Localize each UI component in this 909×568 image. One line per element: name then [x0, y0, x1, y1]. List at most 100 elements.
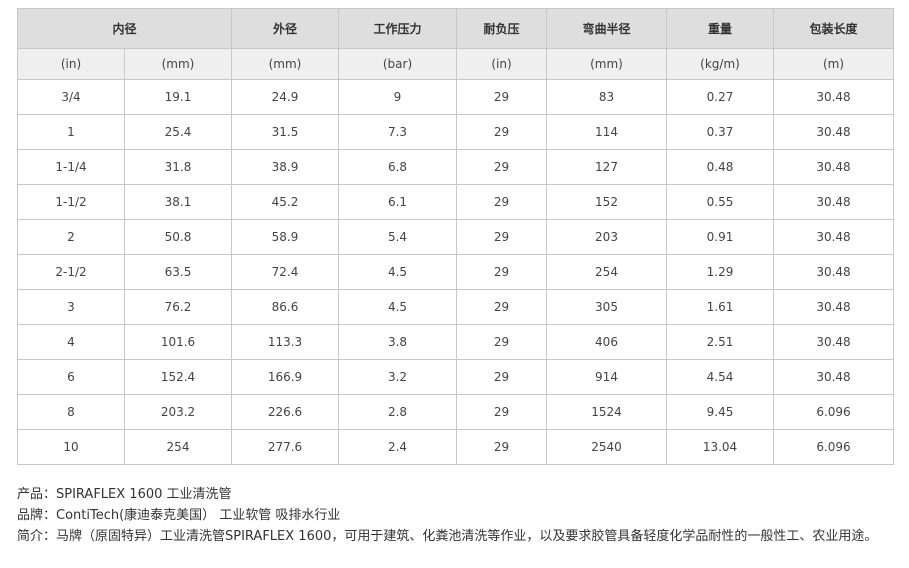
intro-line: 简介：马牌（原固特异）工业清洗管SPIRAFLEX 1600，可用于建筑、化粪池…	[17, 529, 878, 544]
table-cell: 9	[338, 79, 457, 115]
unit-cell: (mm)	[124, 48, 232, 80]
table-cell: 29	[456, 254, 547, 290]
table-cell: 13.04	[666, 429, 774, 465]
unit-cell: (kg/m)	[666, 48, 774, 80]
table-cell: 45.2	[231, 184, 339, 220]
units-row: (in) (mm) (mm) (bar) (in) (mm) (kg/m) (m)	[17, 48, 894, 80]
table-cell: 914	[546, 359, 667, 395]
table-cell: 5.4	[338, 219, 457, 255]
table-cell: 31.5	[231, 114, 339, 150]
table-cell: 406	[546, 324, 667, 360]
table-cell: 4.5	[338, 289, 457, 325]
table-cell: 277.6	[231, 429, 339, 465]
table-cell: 2.4	[338, 429, 457, 465]
table-cell: 3	[17, 289, 125, 325]
unit-cell: (in)	[456, 48, 547, 80]
product-line: 产品：SPIRAFLEX 1600 工业清洗管	[17, 487, 232, 502]
table-cell: 2.8	[338, 394, 457, 430]
table-row: 6 152.4 166.9 3.2 29 914 4.54 30.48	[17, 359, 894, 395]
table-cell: 72.4	[231, 254, 339, 290]
table-cell: 6.8	[338, 149, 457, 185]
table-cell: 29	[456, 79, 547, 115]
header-cell: 重量	[666, 8, 774, 49]
table-cell: 8	[17, 394, 125, 430]
table-cell: 4.5	[338, 254, 457, 290]
header-cell: 弯曲半径	[546, 8, 667, 49]
table-cell: 30.48	[773, 324, 894, 360]
table-cell: 58.9	[231, 219, 339, 255]
table-cell: 29	[456, 394, 547, 430]
table-cell: 305	[546, 289, 667, 325]
spec-table: 内径 外径 工作压力 耐负压 弯曲半径 重量 包装长度 (in) (mm) (mm)…	[17, 8, 894, 465]
table-cell: 86.6	[231, 289, 339, 325]
table-cell: 3/4	[17, 79, 125, 115]
unit-cell: (m)	[773, 48, 894, 80]
table-cell: 1524	[546, 394, 667, 430]
table-cell: 1-1/4	[17, 149, 125, 185]
table-cell: 152.4	[124, 359, 232, 395]
header-cell: 包装长度	[773, 8, 894, 49]
table-cell: 6	[17, 359, 125, 395]
table-cell: 6.1	[338, 184, 457, 220]
table-cell: 38.1	[124, 184, 232, 220]
table-row: 4 101.6 113.3 3.8 29 406 2.51 30.48	[17, 324, 894, 360]
table-cell: 2540	[546, 429, 667, 465]
table-row: 1-1/4 31.8 38.9 6.8 29 127 0.48 30.48	[17, 149, 894, 185]
table-cell: 166.9	[231, 359, 339, 395]
table-cell: 30.48	[773, 114, 894, 150]
table-cell: 30.48	[773, 254, 894, 290]
table-cell: 63.5	[124, 254, 232, 290]
table-cell: 29	[456, 359, 547, 395]
table-cell: 29	[456, 219, 547, 255]
table-cell: 1.29	[666, 254, 774, 290]
table-cell: 1-1/2	[17, 184, 125, 220]
table-cell: 29	[456, 114, 547, 150]
header-cell: 工作压力	[338, 8, 457, 49]
table-cell: 29	[456, 149, 547, 185]
table-cell: 254	[546, 254, 667, 290]
table-cell: 0.91	[666, 219, 774, 255]
table-cell: 1	[17, 114, 125, 150]
table-cell: 76.2	[124, 289, 232, 325]
product-info: 产品：SPIRAFLEX 1600 工业清洗管 品牌：ContiTech(康迪泰…	[17, 484, 897, 547]
table-row: 3/4 19.1 24.9 9 29 83 0.27 30.48	[17, 79, 894, 115]
header-cell: 耐负压	[456, 8, 547, 49]
table-cell: 30.48	[773, 289, 894, 325]
table-row: 2 50.8 58.9 5.4 29 203 0.91 30.48	[17, 219, 894, 255]
table-cell: 152	[546, 184, 667, 220]
header-cell: 外径	[231, 8, 339, 49]
header-cell: 内径	[17, 8, 232, 49]
table-cell: 31.8	[124, 149, 232, 185]
table-cell: 30.48	[773, 149, 894, 185]
table-cell: 4	[17, 324, 125, 360]
unit-cell: (mm)	[546, 48, 667, 80]
table-cell: 4.54	[666, 359, 774, 395]
table-cell: 30.48	[773, 359, 894, 395]
unit-cell: (in)	[17, 48, 125, 80]
table-cell: 50.8	[124, 219, 232, 255]
unit-cell: (bar)	[338, 48, 457, 80]
table-row: 3 76.2 86.6 4.5 29 305 1.61 30.48	[17, 289, 894, 325]
header-row: 内径 外径 工作压力 耐负压 弯曲半径 重量 包装长度	[17, 8, 894, 49]
table-cell: 2.51	[666, 324, 774, 360]
table-row: 8 203.2 226.6 2.8 29 1524 9.45 6.096	[17, 394, 894, 430]
table-row: 1-1/2 38.1 45.2 6.1 29 152 0.55 30.48	[17, 184, 894, 220]
table-cell: 83	[546, 79, 667, 115]
table-cell: 127	[546, 149, 667, 185]
table-row: 10 254 277.6 2.4 29 2540 13.04 6.096	[17, 429, 894, 465]
table-row: 1 25.4 31.5 7.3 29 114 0.37 30.48	[17, 114, 894, 150]
table-cell: 3.8	[338, 324, 457, 360]
table-cell: 113.3	[231, 324, 339, 360]
table-cell: 1.61	[666, 289, 774, 325]
table-cell: 203	[546, 219, 667, 255]
table-cell: 226.6	[231, 394, 339, 430]
table-cell: 29	[456, 289, 547, 325]
table-row: 2-1/2 63.5 72.4 4.5 29 254 1.29 30.48	[17, 254, 894, 290]
table-cell: 0.55	[666, 184, 774, 220]
table-cell: 19.1	[124, 79, 232, 115]
table-cell: 9.45	[666, 394, 774, 430]
table-cell: 114	[546, 114, 667, 150]
brand-line: 品牌：ContiTech(康迪泰克美国） 工业软管 吸排水行业	[17, 508, 341, 523]
table-cell: 29	[456, 429, 547, 465]
table-cell: 38.9	[231, 149, 339, 185]
